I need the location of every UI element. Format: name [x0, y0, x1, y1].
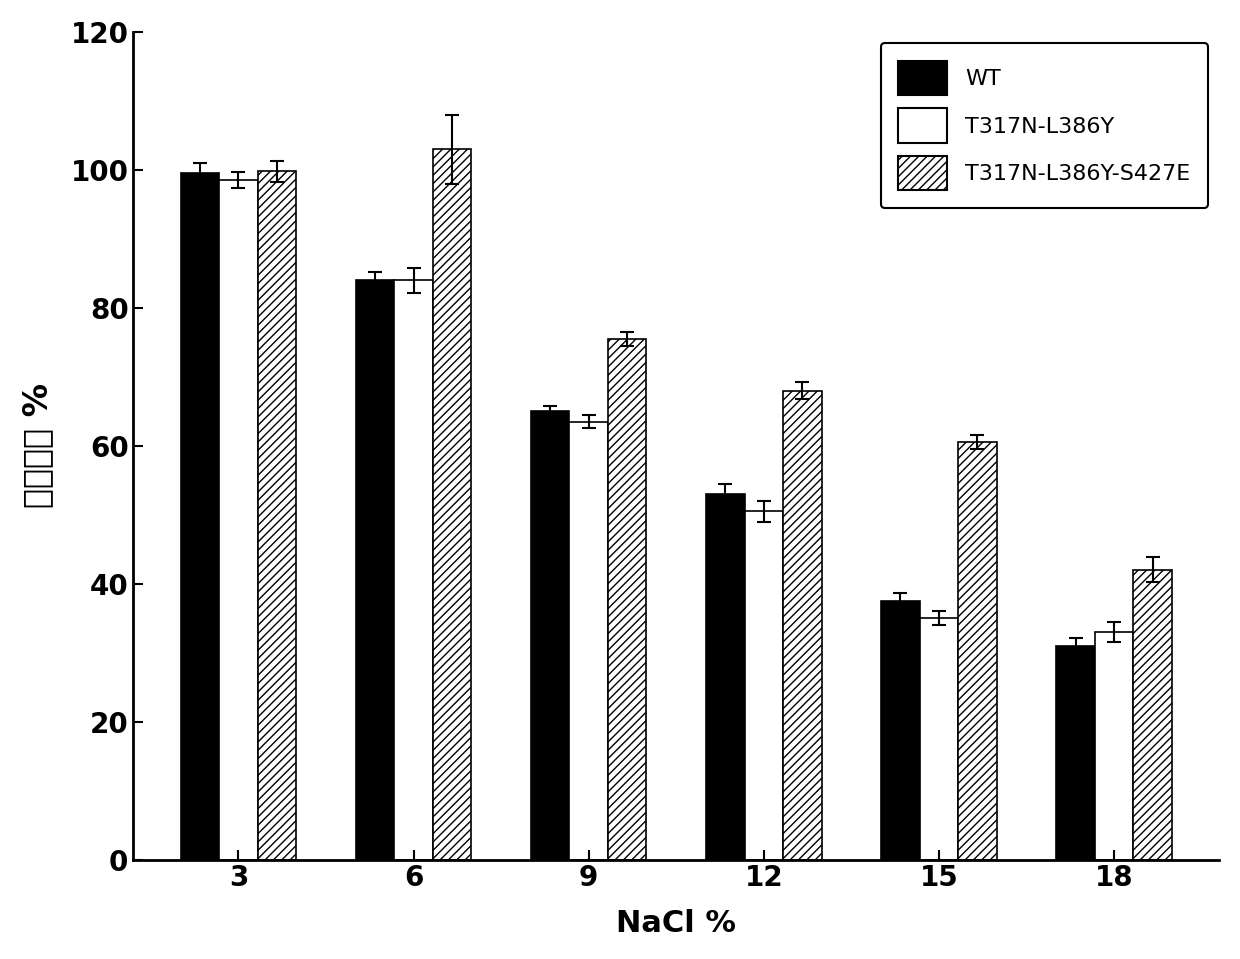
Bar	[920, 619, 959, 859]
Bar	[959, 442, 997, 859]
Bar	[608, 339, 646, 859]
Bar	[394, 280, 433, 859]
Bar	[1056, 645, 1095, 859]
Bar	[569, 422, 608, 859]
Bar	[706, 494, 744, 859]
X-axis label: NaCl %: NaCl %	[616, 909, 737, 938]
Bar	[1133, 570, 1172, 859]
Bar	[784, 390, 822, 859]
Y-axis label: 相对酵活 %: 相对酵活 %	[21, 384, 53, 508]
Bar	[356, 280, 394, 859]
Bar	[1095, 632, 1133, 859]
Bar	[531, 411, 569, 859]
Bar	[882, 601, 920, 859]
Bar	[433, 149, 471, 859]
Bar	[219, 180, 258, 859]
Bar	[181, 174, 219, 859]
Bar	[258, 171, 296, 859]
Legend: WT, T317N-L386Y, T317N-L386Y-S427E: WT, T317N-L386Y, T317N-L386Y-S427E	[880, 43, 1208, 208]
Bar	[744, 511, 784, 859]
